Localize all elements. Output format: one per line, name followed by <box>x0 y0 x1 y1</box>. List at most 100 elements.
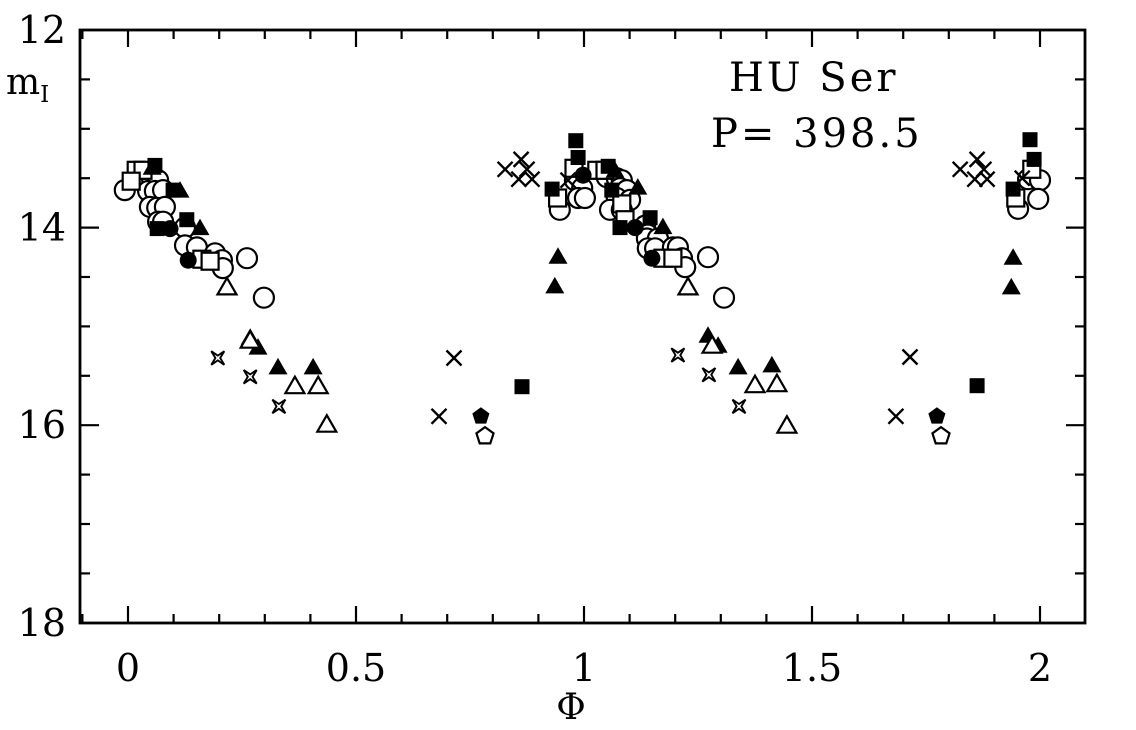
data-point <box>696 246 720 269</box>
data-point <box>573 186 597 210</box>
filled-circle-marker <box>626 219 644 237</box>
open-circle-marker <box>252 286 275 309</box>
cross-marker <box>518 160 536 178</box>
four-point-star-marker <box>242 369 258 385</box>
open-square-marker <box>200 251 220 271</box>
series-filled-square <box>147 132 1042 395</box>
data-point <box>514 379 530 395</box>
data-point <box>765 372 789 393</box>
four-point-star-marker <box>271 398 287 414</box>
filled-triangle-marker <box>628 178 648 195</box>
data-point <box>238 328 262 349</box>
data-point <box>604 182 620 198</box>
cross-marker <box>523 170 541 188</box>
series-four-point-star <box>210 347 747 414</box>
data-point <box>1026 151 1042 167</box>
data-point <box>559 171 577 189</box>
cross-marker <box>951 160 969 178</box>
filled-triangle-marker <box>142 158 162 175</box>
data-point <box>901 348 919 366</box>
data-point <box>142 158 162 175</box>
plot-frame <box>78 28 1087 625</box>
data-point <box>568 133 584 149</box>
data-point <box>968 151 986 168</box>
y-tick-label: 16 <box>18 403 66 447</box>
data-point <box>179 251 197 269</box>
data-point <box>978 170 996 188</box>
y-tick-label: 14 <box>18 206 66 250</box>
filled-triangle-marker <box>268 357 288 375</box>
filled-square-marker <box>604 182 620 198</box>
data-point <box>510 170 528 188</box>
open-pentagon-marker <box>475 425 495 445</box>
cross-marker <box>496 160 514 178</box>
cross-marker <box>887 407 905 425</box>
data-point <box>190 218 210 236</box>
filled-square-marker <box>969 378 985 394</box>
cross-marker <box>968 151 986 168</box>
filled-square-marker <box>570 150 586 165</box>
filled-triangle-marker <box>1001 277 1021 295</box>
data-point <box>626 219 644 237</box>
open-circle-marker <box>712 286 736 309</box>
cross-marker <box>1013 169 1031 187</box>
axis-ticks <box>80 30 1085 623</box>
filled-pentagon-marker <box>472 407 490 424</box>
data-point <box>315 412 339 433</box>
data-point <box>966 170 984 188</box>
data-point <box>430 407 448 425</box>
series-filled-triangle <box>142 158 1023 375</box>
open-triangle-marker <box>283 374 307 395</box>
data-point <box>252 286 275 309</box>
filled-triangle-marker <box>605 161 625 178</box>
filled-circle-marker <box>574 166 592 184</box>
data-point <box>210 350 226 366</box>
data-point <box>306 374 330 395</box>
filled-pentagon-marker <box>928 407 946 424</box>
data-point <box>712 286 736 309</box>
series-cross <box>430 151 1031 425</box>
x-tick-label: 0 <box>116 646 140 690</box>
cross-marker <box>510 170 528 188</box>
series-filled-circle <box>161 166 661 269</box>
y-axis-title-main: m <box>6 62 40 103</box>
data-point <box>242 369 258 385</box>
filled-square-marker <box>149 221 165 237</box>
filled-square-marker <box>1005 181 1021 197</box>
filled-square-marker <box>544 181 560 197</box>
x-tick-label: 1 <box>572 646 596 690</box>
data-point <box>887 407 905 425</box>
filled-circle-marker <box>643 249 661 267</box>
open-square-marker <box>612 194 632 214</box>
filled-triangle-marker <box>762 355 782 373</box>
filled-square-marker <box>1026 151 1042 167</box>
filled-square-marker <box>642 210 658 226</box>
data-point <box>612 220 628 236</box>
filled-triangle-marker <box>545 276 565 294</box>
series-open-triangle <box>215 275 799 434</box>
x-axis-title: Φ <box>556 687 586 728</box>
open-triangle-marker <box>676 275 700 296</box>
x-tick-label: 0.5 <box>326 646 386 690</box>
y-axis-title: mI <box>6 62 49 108</box>
filled-square-marker <box>1022 132 1038 148</box>
four-point-star-marker <box>210 350 226 366</box>
data-point <box>700 333 724 354</box>
filled-triangle-marker <box>303 357 323 375</box>
data-point <box>731 398 747 414</box>
data-point <box>445 349 463 367</box>
open-triangle-marker <box>775 413 799 434</box>
data-point <box>701 367 717 383</box>
filled-triangle-marker <box>548 247 568 264</box>
open-pentagon-marker <box>931 425 951 445</box>
data-point <box>663 248 683 268</box>
data-point <box>1005 181 1021 197</box>
data-point <box>548 247 568 264</box>
open-circle-marker <box>696 246 720 269</box>
data-point <box>283 374 307 395</box>
open-triangle-marker <box>306 374 330 395</box>
open-circle-marker <box>235 247 259 270</box>
open-triangle-marker <box>215 275 239 296</box>
data-point <box>612 194 632 214</box>
